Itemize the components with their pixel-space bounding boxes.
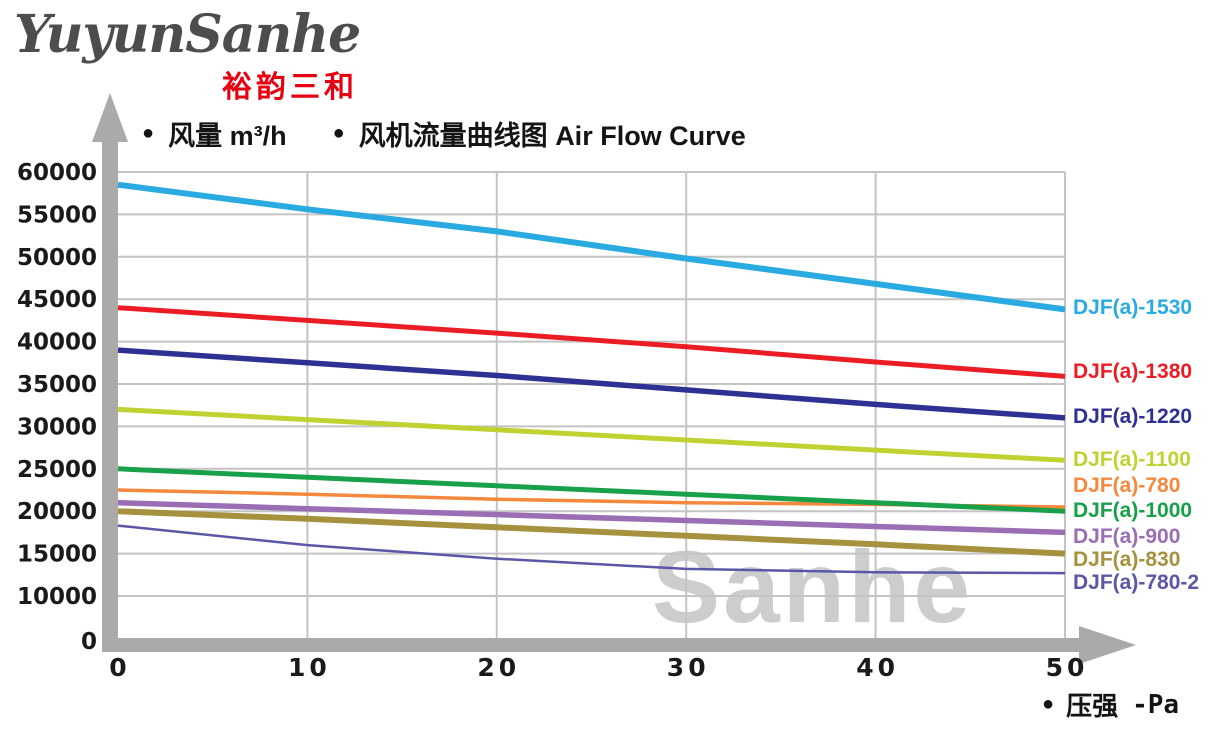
y-tick-label: 30000 [17, 414, 97, 440]
series-line-DJF(a)-1530 [117, 181, 1066, 313]
y-tick-label: 45000 [17, 287, 97, 313]
x-axis-bar [102, 638, 1080, 652]
y-tick-label: 15000 [17, 542, 97, 568]
x-tick-label: 0 [109, 653, 130, 682]
y-tick-label: 50000 [17, 245, 97, 271]
bullet-icon: ● [1042, 693, 1055, 715]
x-tick-label: 20 [477, 653, 520, 682]
series-line-DJF(a)-1000 [117, 466, 1066, 514]
y-tick-label: 10000 [17, 584, 97, 610]
series-line-DJF(a)-1380 [117, 305, 1066, 379]
series-line-DJF(a)-900 [117, 499, 1066, 536]
y-tick-label: 40000 [17, 330, 97, 356]
y-axis-arrow-icon [92, 93, 128, 142]
brand-logo-text: YuyunSanhe [14, 4, 361, 65]
y-tick-label: 25000 [17, 457, 97, 483]
brand-logo-chinese: 裕韵三和 [222, 70, 358, 105]
y-tick-label: 55000 [17, 202, 97, 228]
series-line-DJF(a)-1100 [117, 406, 1066, 463]
x-tick-label: 50 [1046, 653, 1089, 682]
brand-logo: YuyunSanhe 裕韵三和 [14, 4, 414, 105]
x-axis-unit: -Pa [1132, 689, 1180, 720]
y-tick-label: 20000 [17, 499, 97, 525]
y-axis-bar [102, 140, 118, 652]
x-axis-legend-text: 压强 [1066, 691, 1119, 721]
y-tick-label: 35000 [17, 372, 97, 398]
chart-title: 风机流量曲线图 Air Flow Curve [358, 121, 746, 151]
series-line-DJF(a)-830 [117, 508, 1066, 557]
bullet-icon: ● [142, 122, 155, 144]
x-axis-legend: ● 压强 -Pa [1042, 686, 1179, 723]
x-tick-label: 40 [856, 653, 899, 682]
y-tick-label: 60000 [17, 160, 97, 186]
x-tick-label: 30 [667, 653, 710, 682]
series-line-DJF(a)-780-2 [117, 524, 1066, 575]
bullet-icon: ● [332, 122, 345, 144]
y-axis-legend: 风量 m³/h [168, 121, 287, 151]
x-axis-arrow-icon [1079, 626, 1136, 664]
y-tick-label: 0 [81, 629, 97, 655]
series-line-DJF(a)-1220 [117, 347, 1066, 421]
x-tick-label: 10 [288, 653, 331, 682]
chart-header: ● 风量 m³/h ● 风机流量曲线图 Air Flow Curve [142, 114, 746, 153]
